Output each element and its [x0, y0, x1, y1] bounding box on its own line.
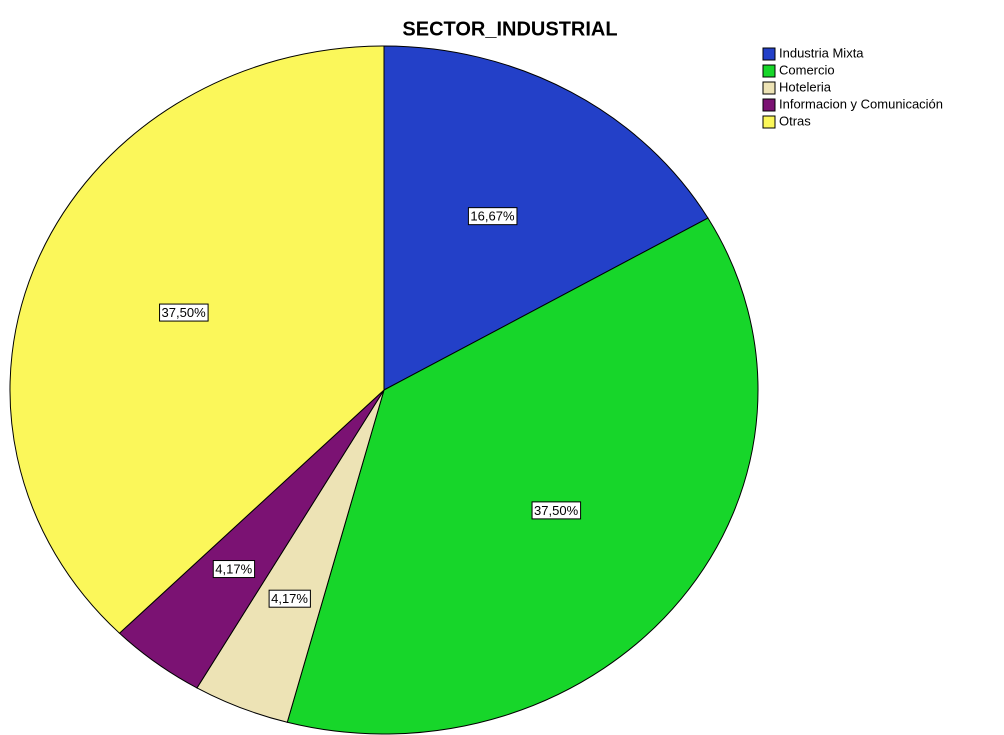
data-label-box [531, 501, 582, 520]
legend-label: Comercio [779, 62, 835, 77]
data-label-text: 4,17% [271, 591, 308, 606]
legend-swatch [762, 98, 776, 112]
legend-swatch [762, 64, 776, 78]
data-label: 37,50% [531, 501, 582, 520]
data-label-box [268, 589, 311, 608]
pie-slice [9, 45, 385, 634]
data-label: 16,67% [467, 207, 518, 226]
legend-label: Industria Mixta [779, 45, 864, 60]
data-label-box [212, 560, 256, 579]
legend-label: Informacion y Comunicación [779, 96, 943, 111]
data-label-text: 4,17% [215, 562, 252, 577]
pie-slice [383, 45, 709, 391]
data-label-text: 16,67% [470, 209, 515, 224]
pie-slice [286, 217, 759, 735]
data-label-box [159, 303, 209, 322]
legend-swatch [762, 81, 776, 95]
data-label-text: 37,50% [162, 305, 207, 320]
data-label: 4,17% [268, 589, 311, 608]
data-label-box [467, 207, 518, 226]
legend-swatch [762, 115, 776, 129]
chart-title: SECTOR_INDUSTRIAL [402, 18, 617, 40]
data-label: 4,17% [212, 560, 256, 579]
legend-swatch [762, 47, 776, 61]
legend-label: Otras [779, 113, 811, 128]
legend-label: Hoteleria [779, 79, 832, 94]
data-label: 37,50% [159, 303, 209, 322]
data-label-text: 37,50% [534, 503, 579, 518]
